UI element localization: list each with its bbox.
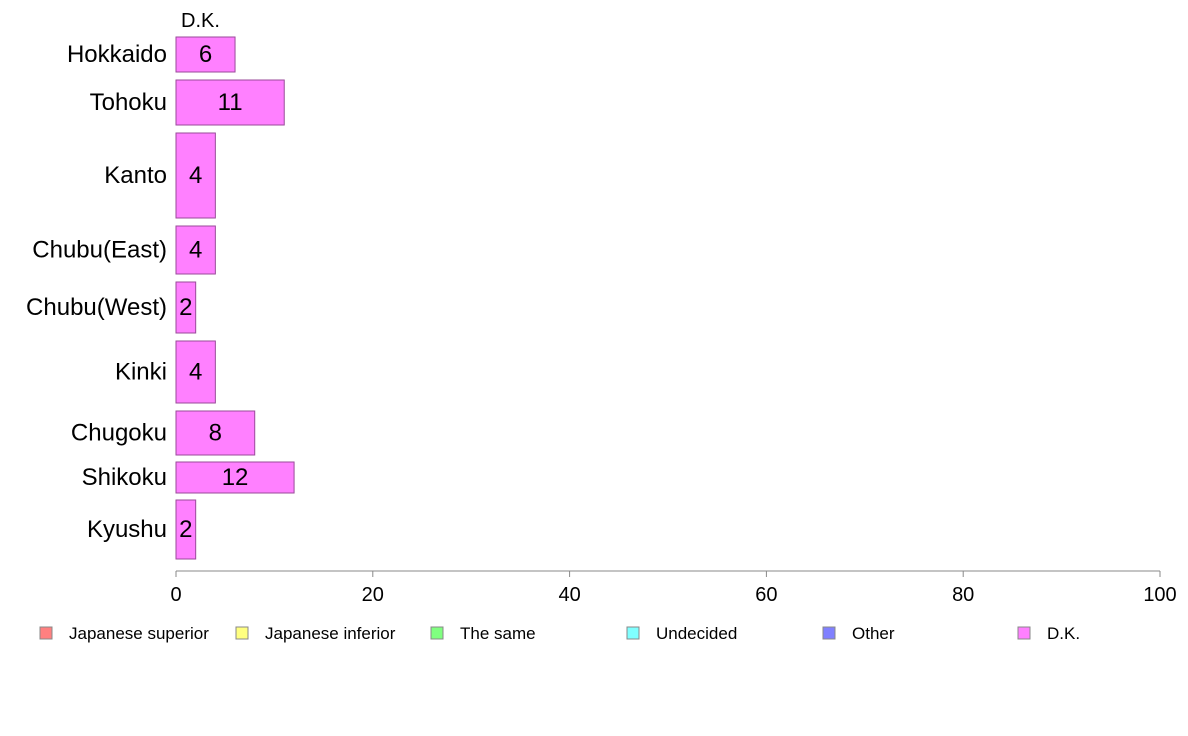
data-label: 4 — [189, 359, 202, 386]
x-tick-label: 0 — [170, 584, 181, 606]
category-label: Tohoku — [90, 89, 167, 116]
legend-swatch — [430, 626, 444, 640]
bar-segment — [175, 36, 236, 73]
bar-segment — [175, 410, 256, 456]
legend-label: Japanese inferior — [265, 624, 396, 643]
legend-swatch — [235, 626, 249, 640]
x-tick-label: 80 — [952, 584, 974, 606]
x-tick-label: 20 — [362, 584, 384, 606]
bar-segment — [175, 132, 216, 219]
data-label: 4 — [189, 237, 202, 264]
category-label: Kanto — [104, 162, 167, 189]
legend-label: Japanese superior — [69, 624, 209, 643]
bar-segment — [175, 79, 285, 126]
data-label: 2 — [179, 516, 192, 543]
data-label: 4 — [189, 162, 202, 189]
legend-label: Other — [852, 624, 895, 643]
legend-swatch — [1017, 626, 1031, 640]
category-label: Kinki — [115, 359, 167, 386]
legend-label: The same — [460, 624, 536, 643]
legend-label: D.K. — [1047, 624, 1080, 643]
category-label: Chubu(West) — [26, 294, 167, 321]
bar-segment — [175, 281, 197, 334]
x-axis: 0 20 40 60 80 100 — [170, 570, 1177, 606]
bar-segment — [175, 499, 197, 560]
category-label: Hokkaido — [67, 41, 167, 68]
category-label: Chubu(East) — [32, 237, 167, 264]
data-label: 6 — [199, 41, 212, 68]
x-tick-label: 100 — [1143, 584, 1176, 606]
category-label: Shikoku — [82, 464, 167, 491]
data-label: 12 — [222, 464, 249, 491]
series-title: D.K. — [181, 10, 220, 32]
data-label: 2 — [179, 294, 192, 321]
bars-group: Hokkaido 6 Tohoku 11 Kanto 4 Chubu(East) 4 Chubu… — [26, 36, 295, 560]
bar-segment — [175, 461, 295, 494]
legend-label: Undecided — [656, 624, 737, 643]
data-label: 8 — [209, 420, 222, 447]
bar-segment — [175, 340, 216, 404]
category-label: Kyushu — [87, 516, 167, 543]
x-tick-label: 60 — [755, 584, 777, 606]
legend-swatch — [39, 626, 53, 640]
bar-segment — [175, 225, 216, 275]
data-label: 11 — [218, 89, 243, 116]
x-tick-label: 40 — [558, 584, 580, 606]
legend: Japanese superior Japanese inferior The sa… — [39, 624, 1080, 643]
category-label: Chugoku — [71, 420, 167, 447]
legend-swatch — [626, 626, 640, 640]
legend-swatch — [822, 626, 836, 640]
